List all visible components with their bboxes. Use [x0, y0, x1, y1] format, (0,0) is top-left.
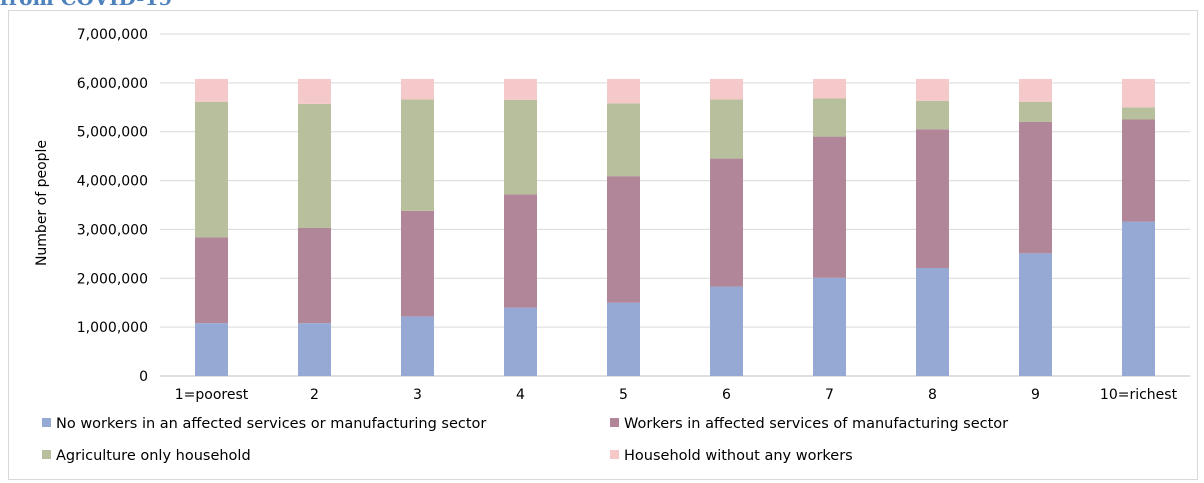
y-tick-label: 5,000,000 — [77, 125, 148, 141]
bar-segment-1-cat-2 — [298, 323, 331, 376]
bar-segment-1-cat-9 — [1019, 253, 1052, 376]
legend-swatch — [42, 450, 51, 459]
x-tick-label: 1=poorest — [175, 387, 249, 403]
bar-segment-4-cat-8 — [916, 78, 949, 101]
bar-segment-2-cat-4 — [504, 194, 537, 308]
legend-swatch — [610, 418, 619, 427]
bar-segment-4-cat-4 — [504, 78, 537, 100]
bar-segment-3-cat-9 — [1019, 101, 1052, 122]
legend-swatch — [610, 450, 619, 459]
y-tick-label: 4,000,000 — [77, 174, 148, 190]
x-tick-label: 10=richest — [1100, 387, 1178, 403]
bar-segment-1-cat-1 — [195, 323, 228, 376]
y-tick-label: 0 — [139, 369, 148, 385]
bar-segment-3-cat-1 — [195, 101, 228, 238]
bar-segment-4-cat-9 — [1019, 78, 1052, 102]
bar-segment-4-cat-5 — [607, 78, 640, 104]
bar-segment-2-cat-9 — [1019, 121, 1052, 254]
bar-segment-4-cat-3 — [401, 78, 434, 100]
bar-segment-4-cat-2 — [298, 78, 331, 104]
bar-segment-4-cat-7 — [813, 78, 846, 99]
bar-segment-2-cat-10 — [1122, 119, 1155, 222]
bar-segment-3-cat-10 — [1122, 107, 1155, 120]
bar-segment-4-cat-10 — [1122, 78, 1155, 108]
bar-segment-1-cat-3 — [401, 316, 434, 376]
bar-segment-1-cat-10 — [1122, 221, 1155, 376]
bar-segment-3-cat-4 — [504, 99, 537, 195]
bar-segment-1-cat-4 — [504, 307, 537, 376]
chart-frame — [8, 10, 1198, 480]
bar-segment-2-cat-5 — [607, 176, 640, 303]
bar-segment-4-cat-6 — [710, 78, 743, 100]
bar-segment-3-cat-2 — [298, 103, 331, 228]
legend: No workers in an affected services or ma… — [42, 416, 1008, 464]
y-tick-label: 1,000,000 — [77, 320, 148, 336]
bar-segment-1-cat-5 — [607, 302, 640, 376]
x-tick-label: 8 — [928, 387, 937, 403]
x-tick-label: 9 — [1031, 387, 1040, 403]
y-tick-label: 2,000,000 — [77, 271, 148, 287]
legend-label: No workers in an affected services or ma… — [56, 416, 486, 432]
y-tick-labels: 0 1,000,000 2,000,000 3,000,000 4,000,000 5,0… — [77, 27, 148, 385]
bar-segment-2-cat-1 — [195, 237, 228, 324]
bar-segment-1-cat-7 — [813, 277, 846, 376]
bar-segment-2-cat-6 — [710, 158, 743, 287]
bar-segment-1-cat-8 — [916, 268, 949, 376]
bar-segment-3-cat-8 — [916, 100, 949, 130]
y-axis-title: Number of people — [34, 140, 50, 266]
bars — [195, 78, 1155, 376]
bar-segment-3-cat-6 — [710, 99, 743, 159]
bar-segment-2-cat-7 — [813, 136, 846, 278]
x-tick-label: 4 — [516, 387, 525, 403]
bar-segment-3-cat-5 — [607, 103, 640, 177]
bar-segment-4-cat-1 — [195, 78, 228, 102]
bar-segment-2-cat-3 — [401, 210, 434, 317]
bar-segment-3-cat-3 — [401, 99, 434, 211]
legend-label: Household without any workers — [624, 448, 853, 464]
x-tick-label: 2 — [310, 387, 319, 403]
bar-segment-2-cat-2 — [298, 227, 331, 324]
legend-label: Agriculture only household — [56, 448, 251, 464]
y-tick-label: 3,000,000 — [77, 222, 148, 238]
bar-segment-2-cat-8 — [916, 129, 949, 269]
x-tick-labels: 1=poorest 2 3 4 5 6 7 8 9 10=richest — [175, 387, 1178, 403]
y-tick-label: 6,000,000 — [77, 76, 148, 92]
header-title: from COVID-19 — [0, 0, 172, 10]
bar-segment-3-cat-7 — [813, 98, 846, 137]
legend-label: Workers in affected services of manufact… — [624, 416, 1008, 432]
x-tick-label: 5 — [619, 387, 628, 403]
gridlines — [160, 33, 1190, 377]
x-tick-label: 7 — [825, 387, 834, 403]
bar-segment-1-cat-6 — [710, 286, 743, 376]
x-tick-label: 6 — [722, 387, 731, 403]
y-tick-label: 7,000,000 — [77, 27, 148, 43]
x-tick-label: 3 — [413, 387, 422, 403]
legend-swatch — [42, 418, 51, 427]
